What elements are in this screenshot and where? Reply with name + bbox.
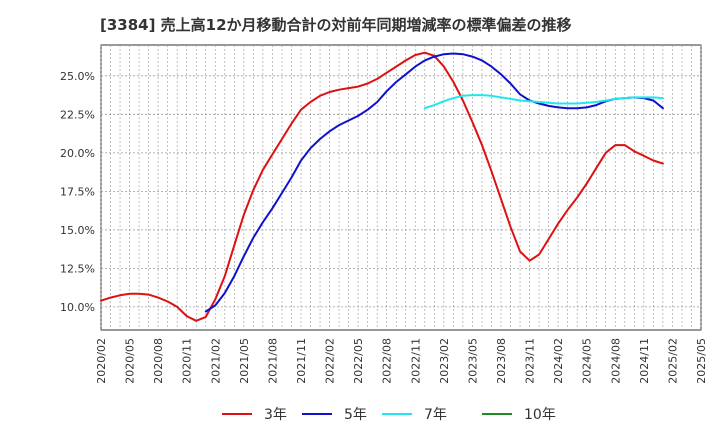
legend-label-3: 10年: [524, 407, 556, 423]
x-tick-label: 2023/02: [438, 338, 451, 384]
x-tick-label: 2020/11: [181, 338, 194, 384]
x-tick-label: 2021/08: [266, 338, 279, 384]
x-tick-label: 2022/02: [324, 338, 337, 384]
series-line-2: [423, 94, 664, 110]
series-lines: [100, 51, 664, 322]
y-tick-label: 10.0%: [60, 301, 95, 314]
x-tick-label: 2022/11: [409, 338, 422, 384]
y-tick-label: 20.0%: [60, 147, 95, 160]
x-tick-label: 2024/08: [609, 338, 622, 384]
x-tick-label: 2024/05: [581, 338, 594, 384]
x-tick-label: 2023/08: [495, 338, 508, 384]
series-line-1: [204, 52, 664, 313]
x-tick-label: 2022/08: [381, 338, 394, 384]
x-tick-label: 2020/08: [152, 338, 165, 384]
legend-label-1: 5年: [344, 407, 367, 423]
x-tick-label: 2021/02: [209, 338, 222, 384]
x-tick-label: 2022/05: [352, 338, 365, 384]
y-tick-label: 17.5%: [60, 185, 95, 198]
x-axis-ticks: 2020/02 2020/05 2020/08 2020/11 2021/02 2021/…: [95, 338, 708, 384]
y-tick-label: 15.0%: [60, 224, 95, 237]
x-tick-label: 2020/05: [124, 338, 137, 384]
x-tick-label: 2023/11: [524, 338, 537, 384]
legend-label-2: 7年: [424, 407, 447, 423]
y-tick-label: 22.5%: [60, 108, 95, 121]
x-tick-label: 2020/02: [95, 338, 108, 384]
series-line-0: [100, 51, 664, 322]
x-tick-label: 2024/11: [638, 338, 651, 384]
y-tick-label: 25.0%: [60, 70, 95, 83]
chart-title: [3384] 売上高12か月移動合計の対前年同期増減率の標準偏差の推移: [100, 16, 572, 34]
x-tick-label: 2021/05: [238, 338, 251, 384]
grid-lines: [100, 45, 702, 330]
legend: 3年 5年 7年 10年: [222, 407, 556, 423]
plot-area: [100, 44, 702, 331]
y-tick-label: 12.5%: [60, 262, 95, 275]
y-axis-ticks: 10.0% 12.5% 15.0% 17.5% 20.0% 22.5% 25.0%: [60, 70, 95, 314]
x-tick-label: 2024/02: [552, 338, 565, 384]
x-tick-label: 2025/02: [666, 338, 679, 384]
x-tick-label: 2021/11: [295, 338, 308, 384]
legend-label-0: 3年: [264, 407, 287, 423]
x-tick-label: 2025/05: [695, 338, 708, 384]
x-tick-label: 2023/05: [466, 338, 479, 384]
